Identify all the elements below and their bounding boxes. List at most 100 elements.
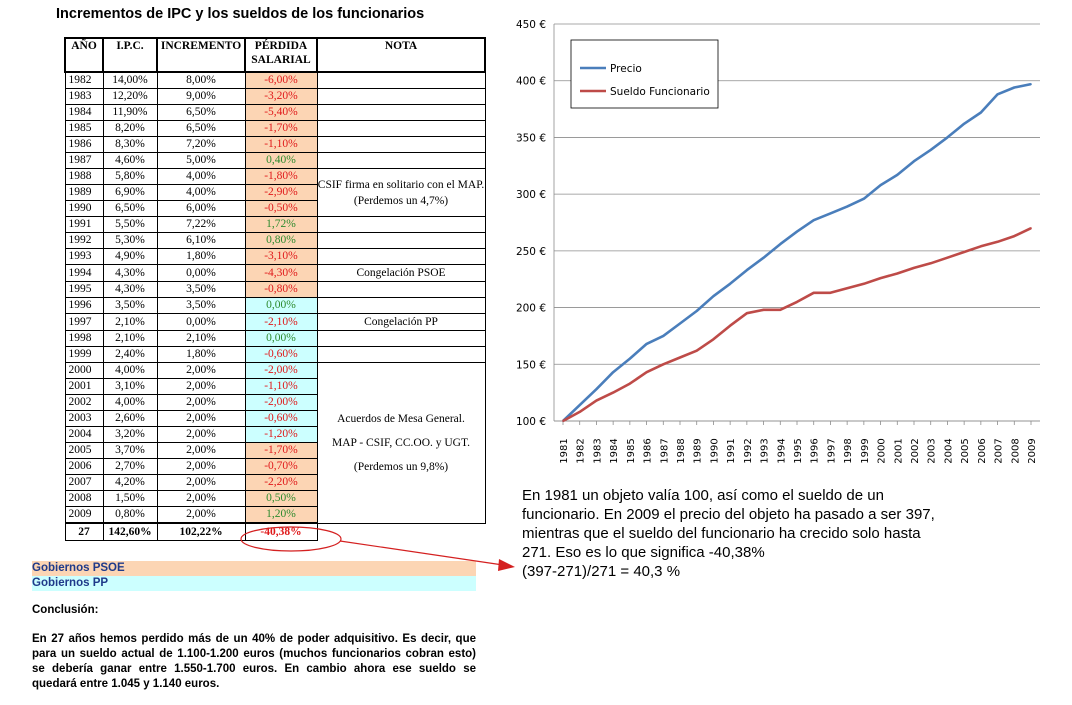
data-point xyxy=(578,404,581,407)
increment-cell: 2,00% xyxy=(156,474,246,491)
y-tick-label: 350 € xyxy=(516,132,546,144)
ipc-table: AÑO I.P.C. INCREMENTO PÉRDIDA SALARIAL NO… xyxy=(64,37,486,541)
table-row: 1998 2,10% 2,10% 0,00% xyxy=(64,330,486,347)
data-point xyxy=(979,245,982,248)
note-cell-empty xyxy=(316,232,486,249)
data-point xyxy=(729,282,732,285)
ipc-cell: 2,40% xyxy=(102,346,158,363)
loss-cell: 0,00% xyxy=(244,297,318,314)
ipc-cell: 0,80% xyxy=(102,506,158,524)
note-cell-empty xyxy=(316,281,486,298)
data-point xyxy=(812,291,815,294)
data-point xyxy=(628,382,631,385)
increment-cell: 2,10% xyxy=(156,330,246,347)
x-tick-label: 1989 xyxy=(693,438,704,463)
table-row: 1988 5,80% 4,00% -1,80% CSIF firma en solita… xyxy=(64,168,486,217)
increment-cell: 6,50% xyxy=(156,104,246,121)
arrow-head-icon xyxy=(498,559,515,571)
data-point xyxy=(729,324,732,327)
table-row: 1996 3,50% 3,50% 0,00% xyxy=(64,297,486,314)
data-point xyxy=(796,301,798,303)
table-body: 1982 14,00% 8,00% -6,00% 1983 12,20% 9,00% -3,2… xyxy=(64,71,486,541)
data-point xyxy=(628,357,631,360)
ipc-cell: 5,80% xyxy=(102,168,158,185)
loss-cell: 1,20% xyxy=(244,506,318,524)
data-point xyxy=(963,122,966,125)
increment-cell: 4,00% xyxy=(156,184,246,201)
note-text: (Perdemos un 9,8%) xyxy=(353,460,449,473)
ipc-cell: 2,70% xyxy=(102,458,158,475)
data-point xyxy=(645,371,648,374)
data-point xyxy=(762,256,765,259)
ipc-cell: 4,60% xyxy=(102,152,158,169)
note-cell-empty xyxy=(316,88,486,105)
note-cell-empty xyxy=(316,346,486,363)
data-point xyxy=(679,322,681,325)
loss-cell: -0,70% xyxy=(244,458,318,475)
data-point xyxy=(946,256,949,259)
increment-cell: 5,00% xyxy=(156,152,246,169)
explanation-line: (397-271)/271 = 40,3 % xyxy=(522,563,681,580)
data-point xyxy=(779,243,782,245)
data-point xyxy=(879,277,882,279)
loss-cell: 1,72% xyxy=(244,216,318,233)
header-loss: PÉRDIDA SALARIAL xyxy=(244,37,318,73)
loss-cell: -6,00% xyxy=(244,71,318,89)
year-cell: 2009 xyxy=(64,506,104,524)
loss-cell: -1,20% xyxy=(244,426,318,443)
data-point xyxy=(695,310,698,312)
explanation-line: funcionario. En 2009 el precio del objet… xyxy=(522,506,935,523)
ipc-cell: 14,00% xyxy=(102,71,158,89)
x-tick-label: 1997 xyxy=(826,438,837,463)
increment-cell: 7,22% xyxy=(156,216,246,233)
note-cell: Congelación PP xyxy=(316,313,486,331)
data-point xyxy=(779,308,782,311)
x-tick-label: 1995 xyxy=(793,438,804,463)
note-cell: CSIF firma en solitario con el MAP. (Per… xyxy=(316,168,486,217)
ipc-cell: 6,50% xyxy=(102,200,158,217)
note-text: CSIF firma en solitario con el MAP. (Per… xyxy=(317,178,485,207)
table-row: 1983 12,20% 9,00% -3,20% xyxy=(64,88,486,105)
explanation-line: En 1981 un objeto valía 100, así como el… xyxy=(522,487,884,504)
increment-cell: 3,50% xyxy=(156,281,246,298)
data-point xyxy=(896,173,899,176)
year-cell: 1987 xyxy=(64,152,104,169)
note-cell-empty xyxy=(316,248,486,265)
data-point xyxy=(612,391,615,394)
loss-cell: -1,70% xyxy=(244,120,318,137)
table-row: 1986 8,30% 7,20% -1,10% xyxy=(64,136,486,153)
table-row: 2003 2,60% 2,00% -0,60% xyxy=(64,410,485,427)
year-cell: 1991 xyxy=(64,216,104,233)
note-cell-empty xyxy=(316,152,486,169)
year-cell: 1986 xyxy=(64,136,104,153)
data-point xyxy=(913,160,915,163)
note-cell-empty xyxy=(316,330,486,347)
loss-cell: -2,00% xyxy=(244,394,318,411)
header-loss-line2: SALARIAL xyxy=(251,54,311,66)
y-tick-label: 300 € xyxy=(516,189,546,201)
data-point xyxy=(679,356,681,359)
table-row: 1985 8,20% 6,50% -1,70% xyxy=(64,120,486,137)
legend-pp: Gobiernos PP xyxy=(32,576,476,591)
data-point xyxy=(762,308,765,311)
conclusion-title: Conclusión: xyxy=(32,604,99,616)
loss-cell: -4,30% xyxy=(244,264,318,282)
x-tick-label: 1990 xyxy=(709,438,720,463)
loss-cell: -0,80% xyxy=(244,281,318,298)
increment-cell: 2,00% xyxy=(156,426,246,443)
total-loss-cell: -40,38% xyxy=(244,522,318,541)
year-cell: 2006 xyxy=(64,458,104,475)
year-cell: 1998 xyxy=(64,330,104,347)
note-cell-empty xyxy=(316,71,486,89)
loss-cell: -0,50% xyxy=(244,200,318,217)
x-tick-label: 1985 xyxy=(626,438,637,463)
year-cell: 2008 xyxy=(64,490,104,507)
loss-cell: 0,50% xyxy=(244,490,318,507)
increment-cell: 2,00% xyxy=(156,506,246,524)
x-tick-label: 1987 xyxy=(659,438,670,463)
series-line-sueldo xyxy=(562,227,1032,423)
data-point xyxy=(612,371,615,374)
year-cell: 1996 xyxy=(64,297,104,314)
data-point xyxy=(963,251,966,253)
table-row: 1991 5,50% 7,22% 1,72% xyxy=(64,216,486,233)
